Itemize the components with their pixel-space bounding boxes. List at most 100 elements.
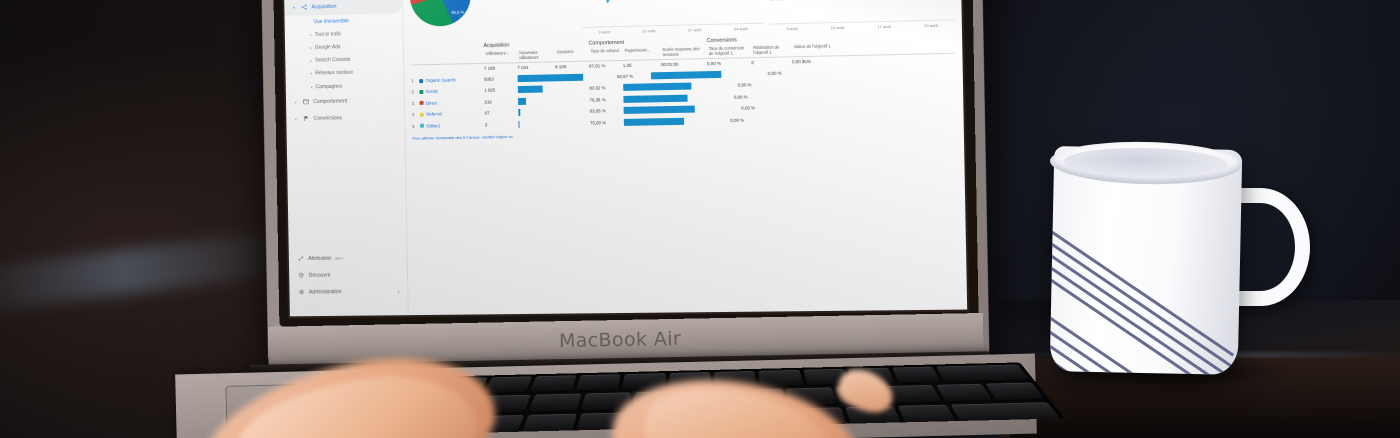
column-header-sessions[interactable]: Sessions [556,48,574,55]
total-realisation-objectif: 0 [751,60,754,66]
pie-slice-label-organic: 66,6 % [451,9,465,15]
sidebar-item-administration[interactable]: Administration [289,282,407,300]
row-rank: 2 [411,89,414,95]
column-header-realisation-objectif[interactable]: Réalisation de l'objectif 1 [753,44,780,55]
report-main: Principaux canaux 66,6 % 27,1 % 5,7 % Or… [402,0,967,315]
total-sessions: 8 100 [555,64,567,70]
column-header-pages-sessions[interactable]: Pages/sessi... [624,47,651,53]
key[interactable] [576,374,622,391]
attribution-icon [297,255,305,263]
row-channel[interactable]: Direct [419,100,438,106]
chevron-right-icon: ▸ [310,32,312,37]
row-channel[interactable]: Social [419,89,438,94]
row-rank: 3 [411,100,415,106]
row-channel-label: (Other) [426,122,441,129]
cell-utilisateurs: 67 [485,110,519,116]
total-utilisateurs: 7 168 [483,65,496,72]
chevron-right-icon: ▸ [310,45,312,50]
key[interactable] [758,369,803,387]
laptop-screen: RAPPORTS ▸ Temps réel ▸ Audience [272,0,979,328]
cell-value: 3 [484,122,488,128]
column-header-taux-conversion[interactable]: Taux de conversion de l'objectif 1 [708,44,745,56]
x-tick-label: 24 août [733,26,748,32]
x-tick-label: 3 août [786,25,798,31]
sidebar-item-acquisition[interactable]: ▾ Acquisition [284,0,403,16]
value-bar [623,117,685,126]
coffee-mug [1046,139,1356,384]
column-header-nouveaux-utilisateurs[interactable]: Nouveaux utilisateurs [519,49,539,60]
acquisition-icon [300,3,308,11]
cell-bar-utilisateurs [518,120,556,128]
table-body: 1 Organic Search 5053 82,67 % 0,00 % [411,64,956,132]
row-channel[interactable]: Organic Search [419,77,456,83]
row-color-swatch [419,78,424,83]
sidebar-item-attribution[interactable]: Attribution BÊTA [289,249,407,267]
behavior-icon [301,98,309,106]
total-pages-sessions: 1,35 [622,63,632,69]
cell-utilisateurs: 3 [485,121,519,127]
cell-value: 67 [484,110,490,116]
cell-bar-utilisateurs [517,86,556,94]
card-utilisateurs: Utilisateurs Utilisateurs 400 200 [580,0,764,36]
value-bar [623,105,695,115]
row-channel-label: Direct [425,100,438,106]
key[interactable] [528,393,582,412]
chevron-right-icon: ▸ [310,84,313,89]
key[interactable] [529,375,577,392]
x-tick-label: 3 août [598,29,610,35]
x-tick-label: 24 août [924,22,938,28]
pie-chart[interactable]: 66,6 % 27,1 % 5,7 % [409,0,472,27]
sidebar-item-decouvrir[interactable]: Découvrir [289,266,407,284]
x-tick-label: 17 août [687,27,702,33]
cell-taux-conversion: 0,00 % [741,105,755,111]
key[interactable] [885,385,941,403]
sidebar-subitem-label: Campagnes [315,83,343,90]
sidebar-item-label: Découvrir [308,272,331,279]
cell-bar-utilisateurs [518,97,556,105]
laptop-brand-label: MacBook Air [558,327,682,353]
sidebar-collapse-button[interactable]: ‹ [397,289,400,296]
sidebar-item-label: Conversions [313,114,343,122]
row-channel[interactable]: (Other) [419,122,441,129]
beta-badge: BÊTA [335,256,344,261]
column-header-taux-de-rebond[interactable]: Taux de rebond [590,47,619,54]
cell-value: 516 [484,99,492,105]
row-rank: 5 [412,123,415,129]
sidebar-bottom-group: Attribution BÊTA Découvrir [289,249,408,301]
row-color-swatch [419,112,424,117]
column-header-duree-moyenne[interactable]: Durée moyenne des sessions [662,45,700,57]
row-channel[interactable]: Referral [419,112,442,117]
row-rank: 4 [411,112,415,118]
key[interactable] [985,382,1045,401]
sidebar-item-label: Administration [308,288,342,295]
key[interactable] [936,364,1030,382]
cell-bar-utilisateurs [517,73,584,83]
row-color-swatch [419,101,424,106]
screen-content: RAPPORTS ▸ Temps réel ▸ Audience [283,0,968,317]
key[interactable] [897,404,957,425]
cell-taux-rebond: 80,32 % [589,85,606,92]
cell-taux-conversion: 0,00 % [733,94,748,100]
channels-table: Acquisition Comportement Conversions Pri… [410,32,957,141]
chevron-down-icon: ▾ [293,5,295,10]
group-header-acquisition: Acquisition [483,42,510,49]
sidebar-subitem-label: Search Console [315,57,351,64]
users-line-chart[interactable]: 400 200 [581,0,764,27]
cell-utilisateurs: 5053 [484,76,518,82]
cell-taux-rebond: 82,67 % [616,73,634,80]
value-bar [518,120,520,128]
cell-bar-utilisateurs [518,108,556,117]
sidebar-item-conversions[interactable]: ▸ Conversions [286,108,404,127]
key[interactable] [483,376,533,393]
cell-value: 1 825 [484,87,496,94]
sidebar-item-label: Acquisition [311,3,337,10]
cell-bar-rebond [623,94,688,103]
key[interactable] [935,383,993,402]
sidebar-item-label: Attribution [308,255,332,262]
x-tick-label: 17 août [877,23,892,29]
key[interactable] [892,366,942,383]
sidebar-subitem-label: Réseaux sociaux [315,70,354,77]
column-header-valeur-objectif[interactable]: Valeur de l'objectif 1 [793,43,831,49]
column-header-utilisateurs[interactable]: Utilisateurs ↓ [484,50,518,61]
